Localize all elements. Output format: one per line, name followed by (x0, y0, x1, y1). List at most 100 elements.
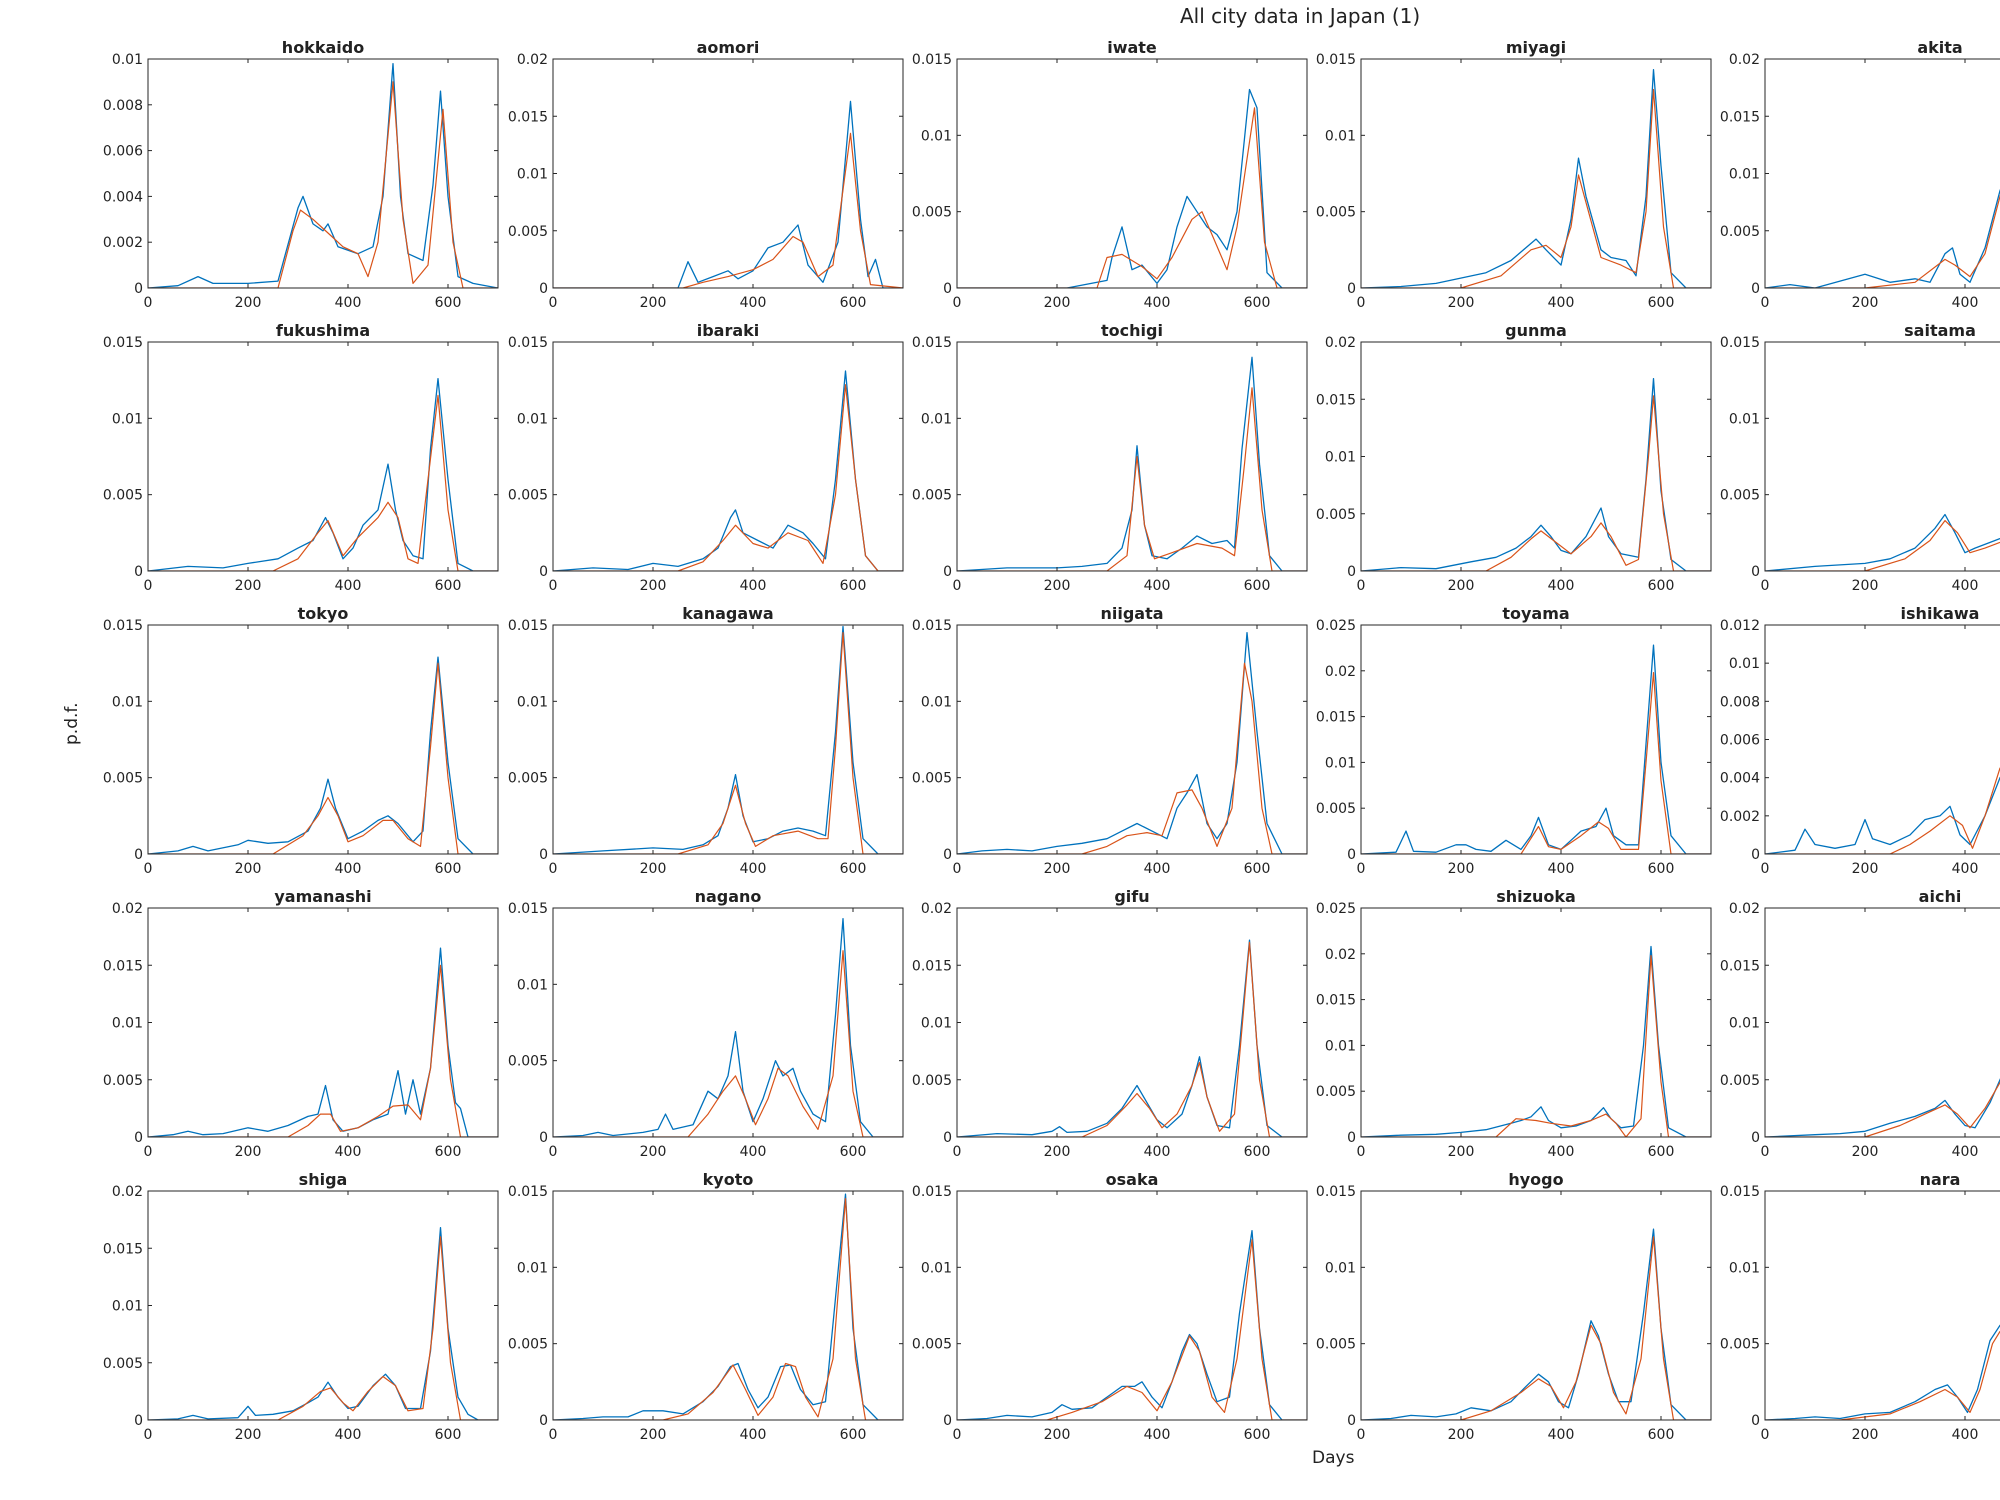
series-group (1765, 1078, 2000, 1137)
subplot-title: kyoto (703, 1170, 754, 1189)
x-tick-label: 0 (1761, 1427, 1770, 1443)
x-tick-label: 600 (840, 578, 867, 594)
series-fitted-line (1361, 395, 1711, 571)
y-tick-label: 0.012 (1720, 618, 1760, 634)
x-tick-label: 600 (1648, 578, 1675, 594)
series-fitted-line (957, 387, 1307, 571)
y-tick-label: 0.01 (1729, 1260, 1760, 1276)
axes-box (956, 1190, 1308, 1421)
y-tick-label: 0.006 (103, 144, 143, 160)
subplot-fukushima: fukushima 0 0.005 0.01 0.015 0 200 400 600 (103, 321, 499, 594)
x-tick-label: 400 (1952, 861, 1979, 877)
x-tick-label: 0 (1357, 578, 1366, 594)
y-tick-label: 0 (1347, 847, 1356, 863)
axes-box (552, 1190, 904, 1421)
series-fitted-line (148, 662, 498, 854)
y-tick-label: 0.005 (1720, 488, 1760, 504)
axes-box (1764, 341, 2000, 572)
y-tick-label: 0.025 (1316, 901, 1356, 917)
y-tick-label: 0 (943, 847, 952, 863)
x-tick-label: 400 (1548, 295, 1575, 311)
x-tick-label: 0 (953, 295, 962, 311)
x-tick-label: 400 (1144, 861, 1171, 877)
series-observed-line (1361, 69, 1711, 288)
x-tick-label: 400 (740, 578, 767, 594)
series-group (148, 1226, 498, 1420)
axes-box (956, 58, 1308, 289)
y-tick-label: 0.015 (103, 1241, 143, 1257)
series-observed-line (957, 88, 1307, 288)
x-tick-label: 400 (1548, 861, 1575, 877)
y-tick-label: 0.01 (921, 1260, 952, 1276)
subplot-title: shiga (299, 1170, 348, 1189)
series-fitted-line (553, 132, 903, 288)
y-tick-label: 0.01 (921, 128, 952, 144)
y-tick-label: 0.01 (1325, 755, 1356, 771)
x-tick-label: 600 (1648, 861, 1675, 877)
x-tick-label: 200 (1044, 295, 1071, 311)
series-observed-line (1361, 1228, 1711, 1420)
x-tick-label: 200 (1448, 295, 1475, 311)
series-fitted-line (148, 394, 498, 571)
x-tick-label: 0 (1761, 861, 1770, 877)
y-tick-label: 0.02 (1325, 335, 1356, 351)
y-tick-label: 0 (943, 1413, 952, 1429)
y-tick-label: 0.02 (517, 52, 548, 68)
x-tick-label: 400 (335, 1144, 362, 1160)
axes-box (956, 624, 1308, 855)
axes-box (1764, 907, 2000, 1138)
x-tick-label: 0 (953, 1144, 962, 1160)
series-observed-line (1765, 513, 2000, 571)
y-tick-label: 0.005 (103, 771, 143, 787)
x-tick-label: 600 (1244, 1144, 1271, 1160)
series-fitted-line (957, 941, 1307, 1137)
y-tick-label: 0.01 (112, 694, 143, 710)
series-observed-line (1765, 776, 2000, 854)
x-tick-label: 0 (1357, 1427, 1366, 1443)
x-tick-label: 400 (1952, 578, 1979, 594)
series-group (148, 656, 498, 854)
y-tick-label: 0.01 (517, 694, 548, 710)
series-observed-line (1765, 1078, 2000, 1137)
x-tick-label: 200 (640, 1144, 667, 1160)
subplot-iwate: iwate 0 0.005 0.01 0.015 0 200 400 600 (912, 38, 1308, 311)
series-fitted-line (1361, 955, 1711, 1137)
subplot-title: iwate (1107, 38, 1157, 57)
figure-title: All city data in Japan (1) (1180, 4, 1421, 28)
axes-box (552, 58, 904, 289)
x-tick-label: 600 (1244, 578, 1271, 594)
y-tick-label: 0 (943, 564, 952, 580)
series-fitted-line (553, 384, 903, 571)
subplot-title: nagano (695, 887, 762, 906)
subplot-ibaraki: ibaraki 0 0.005 0.01 0.015 0 200 400 600 (508, 321, 904, 594)
y-tick-label: 0 (1347, 564, 1356, 580)
y-tick-label: 0.005 (103, 488, 143, 504)
series-observed-line (148, 62, 498, 288)
x-tick-label: 600 (1244, 295, 1271, 311)
x-tick-label: 200 (235, 861, 262, 877)
subplot-title: gifu (1114, 887, 1149, 906)
series-fitted-line (957, 107, 1307, 288)
axes-box (956, 341, 1308, 572)
y-tick-label: 0.01 (921, 1016, 952, 1032)
subplot-title: ibaraki (697, 321, 760, 340)
y-tick-label: 0.015 (1720, 335, 1760, 351)
y-tick-label: 0 (1751, 847, 1760, 863)
x-tick-label: 400 (335, 578, 362, 594)
subplot-yamanashi: yamanashi 0 0.005 0.01 0.015 0.02 0 200 400 600 (103, 887, 499, 1160)
y-tick-label: 0.005 (508, 771, 548, 787)
subplot-gifu: gifu 0 0.005 0.01 0.015 0.02 0 200 400 600 (912, 887, 1308, 1160)
x-tick-label: 600 (840, 861, 867, 877)
x-tick-label: 0 (549, 1144, 558, 1160)
axes-box (1360, 624, 1712, 855)
y-tick-label: 0.005 (1720, 1337, 1760, 1353)
axes-box (147, 624, 499, 855)
subplot-title: yamanashi (274, 887, 371, 906)
series-fitted-line (957, 662, 1307, 854)
x-tick-label: 400 (1952, 295, 1979, 311)
subplot-toyama: toyama 0 0.005 0.01 0.015 0.02 0.025 0 200 400 600 (1316, 604, 1712, 877)
x-tick-label: 0 (144, 1427, 153, 1443)
subplot-title: aichi (1919, 887, 1962, 906)
y-tick-label: 0.005 (1720, 224, 1760, 240)
